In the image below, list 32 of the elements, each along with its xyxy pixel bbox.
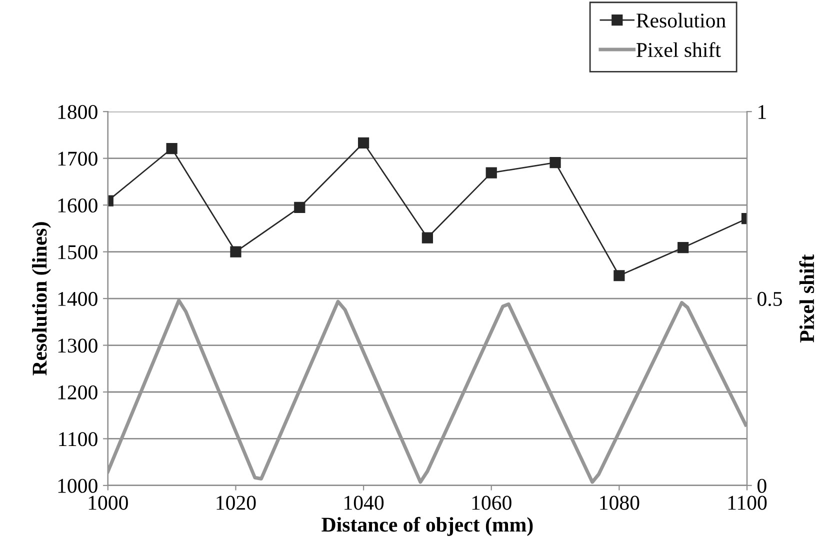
y-tick-label: 1200	[58, 385, 98, 400]
x-tick-label: 1000	[88, 496, 128, 510]
x-tick-label: 1100	[728, 496, 767, 510]
x-axis-title: Distance of object (mm)	[322, 516, 533, 536]
point	[294, 202, 306, 213]
y-tick-label: 1700	[58, 152, 98, 166]
y-tick-label: 1400	[58, 292, 98, 306]
y2-axis-title: Pixel shift	[799, 254, 814, 342]
point	[166, 142, 178, 154]
y-tick-label: 1100	[59, 432, 98, 446]
x-tick-label: 1060	[472, 496, 512, 510]
y-tick-label: 1800	[58, 104, 98, 120]
legend-label: Pixel shift	[636, 42, 721, 58]
y2-tick-label: 0.5	[758, 292, 782, 306]
y2-tick-label: 0	[758, 478, 766, 493]
point	[230, 246, 242, 258]
y2-tick-label: 1	[758, 105, 766, 119]
legend-label: Resolution	[636, 12, 726, 28]
x-tick-label: 1080	[600, 496, 640, 510]
y-tick-label: 1300	[58, 338, 98, 353]
point	[678, 242, 689, 254]
point	[614, 270, 625, 282]
y-tick-label: 1600	[58, 198, 98, 212]
point	[550, 156, 561, 168]
point	[422, 232, 434, 244]
y-tick-label: 1000	[58, 478, 98, 493]
y-tick-label: 1500	[58, 245, 98, 260]
x-tick-label: 1040	[344, 496, 384, 510]
y-axis-title: Resolution (lines)	[32, 222, 51, 376]
x-tick-label: 1020	[216, 496, 256, 510]
point	[486, 167, 497, 178]
point	[358, 137, 370, 148]
